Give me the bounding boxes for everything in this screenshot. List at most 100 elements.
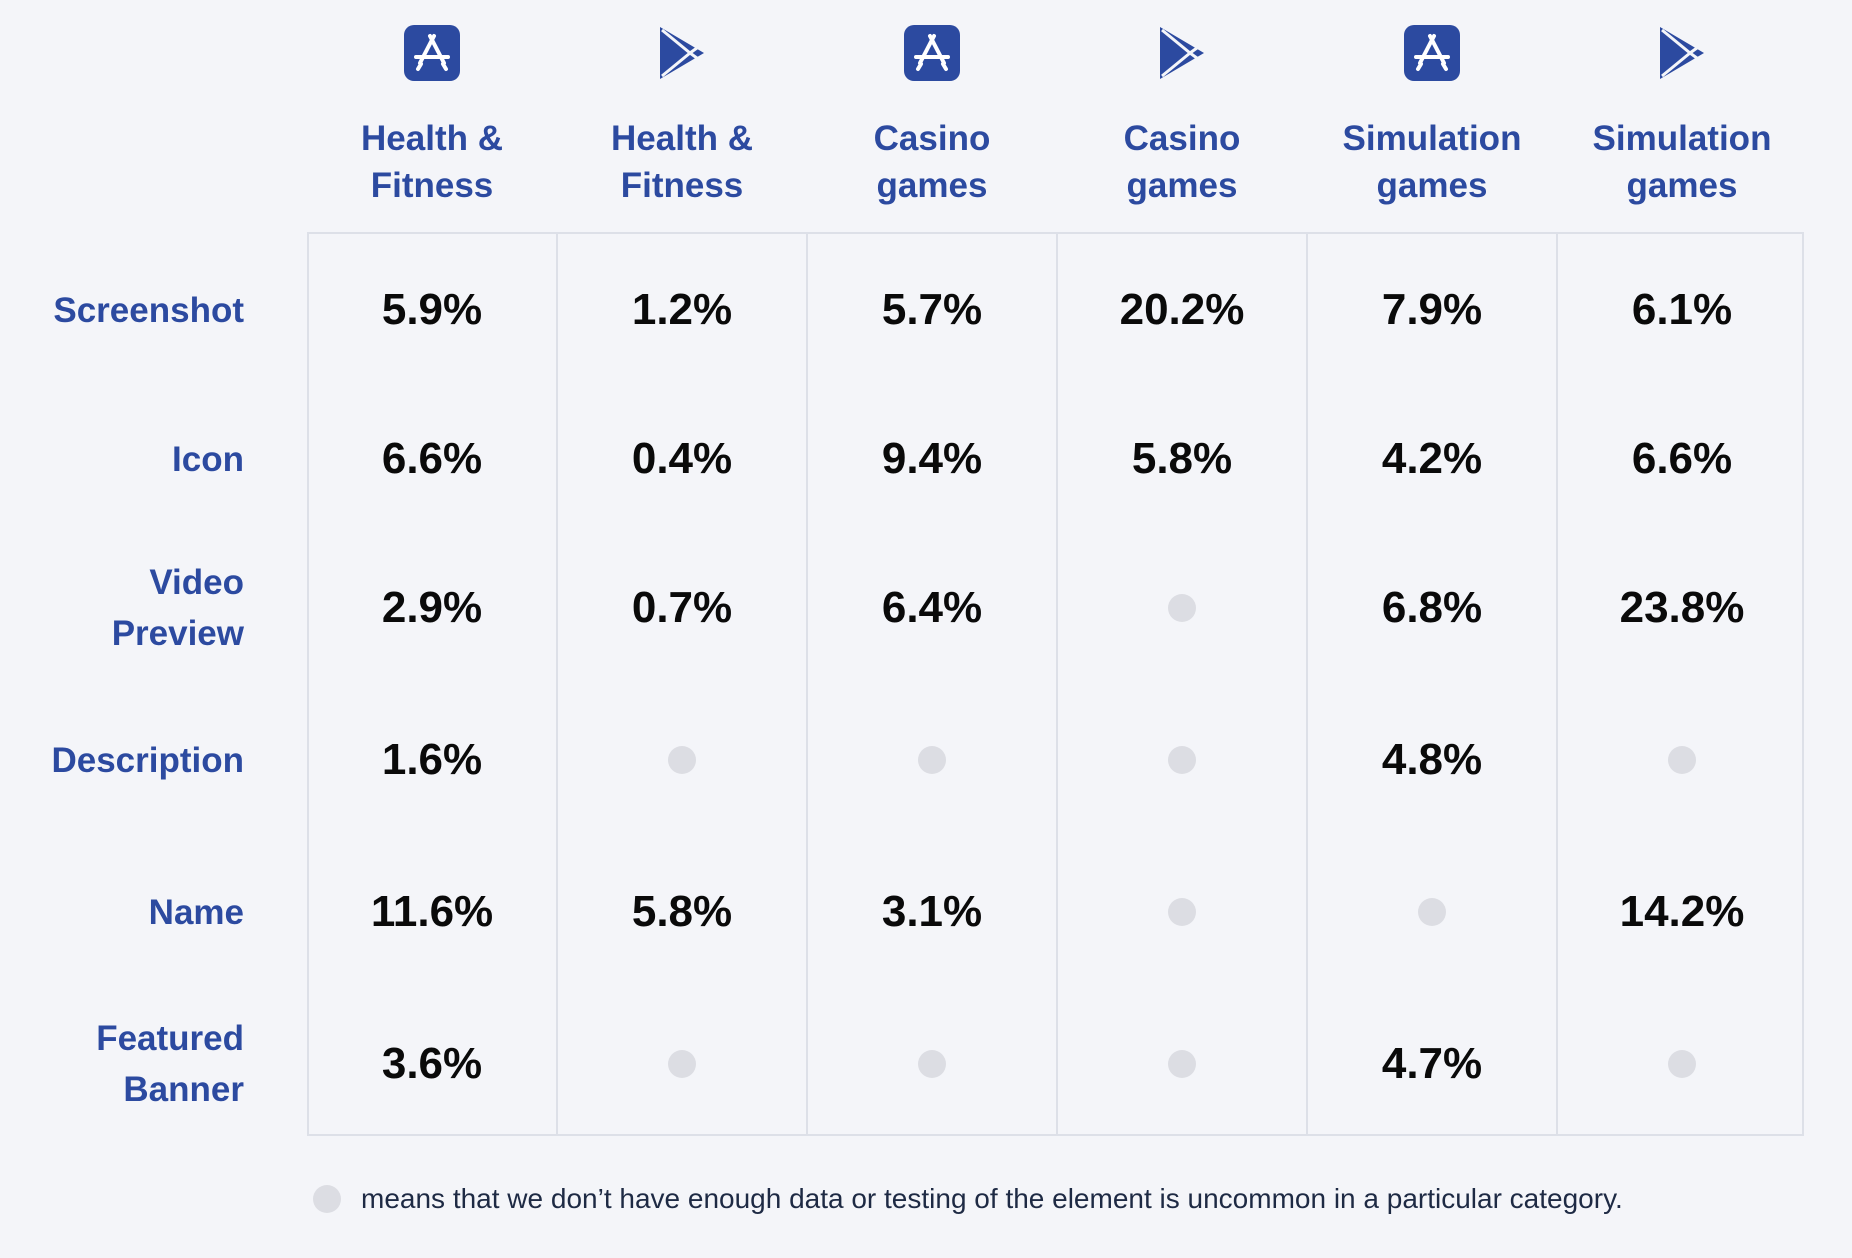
table-cell: 6.6% (1557, 419, 1807, 499)
column-header: Simulation games (1307, 20, 1557, 210)
cell-value: 14.2% (1619, 887, 1745, 936)
column-divider (556, 232, 558, 1136)
cell-value: 1.2% (631, 285, 733, 334)
no-data-dot-icon (668, 1050, 696, 1078)
cell-value: 0.7% (631, 583, 733, 632)
column-title: Simulation games (1592, 119, 1772, 205)
cell-value: 9.4% (881, 434, 983, 483)
cell-value: 5.9% (381, 285, 483, 334)
cell-value: 23.8% (1619, 583, 1745, 632)
column-title: Casino games (1123, 119, 1241, 205)
no-data-dot-icon (668, 746, 696, 774)
table-cell: 5.8% (1057, 419, 1307, 499)
cell-value: 6.6% (1631, 434, 1733, 483)
table-cell (1057, 568, 1307, 648)
table-cell: 20.2% (1057, 270, 1307, 350)
table-cell (1557, 720, 1807, 800)
table-cell: 4.2% (1307, 419, 1557, 499)
table-cell: 1.6% (307, 720, 557, 800)
table-cell: 11.6% (307, 872, 557, 952)
table-cell: 3.1% (807, 872, 1057, 952)
cell-value: 5.7% (881, 285, 983, 334)
no-data-dot-icon (1168, 746, 1196, 774)
app-store-icon (404, 25, 460, 81)
app-store-icon (904, 25, 960, 81)
column-divider (806, 232, 808, 1136)
table-cell (1057, 720, 1307, 800)
column-divider (1056, 232, 1058, 1136)
no-data-dot-icon (313, 1185, 341, 1213)
row-label: Featured Banner (96, 1019, 244, 1109)
column-header: Casino games (807, 20, 1057, 210)
no-data-dot-icon (918, 1050, 946, 1078)
column-title: Simulation games (1342, 119, 1522, 205)
table-cell (557, 720, 807, 800)
table-cell: 4.8% (1307, 720, 1557, 800)
row-label: Name (148, 892, 244, 932)
column-header: Health & Fitness (557, 20, 807, 210)
column-title: Health & Fitness (361, 119, 503, 205)
cell-value: 4.8% (1381, 735, 1483, 784)
table-cell: 5.9% (307, 270, 557, 350)
no-data-dot-icon (1168, 594, 1196, 622)
table-cell: 5.7% (807, 270, 1057, 350)
table-cell: 6.6% (307, 419, 557, 499)
cell-value: 0.4% (631, 434, 733, 483)
column-divider (1306, 232, 1308, 1136)
table-cell: 9.4% (807, 419, 1057, 499)
table-cell: 6.8% (1307, 568, 1557, 648)
table-cell: 5.8% (557, 872, 807, 952)
legend-text: means that we don’t have enough data or … (361, 1183, 1623, 1214)
table-cell: 0.4% (557, 419, 807, 499)
table-cell: 2.9% (307, 568, 557, 648)
table-cell: 3.6% (307, 1024, 557, 1104)
row-label: Icon (172, 439, 244, 479)
cell-value: 5.8% (631, 887, 733, 936)
no-data-dot-icon (1418, 898, 1446, 926)
column-divider (1556, 232, 1558, 1136)
cell-value: 3.6% (381, 1039, 483, 1088)
cell-value: 3.1% (881, 887, 983, 936)
cell-value: 6.6% (381, 434, 483, 483)
table-cell (1057, 872, 1307, 952)
cell-value: 6.4% (881, 583, 983, 632)
table-cell: 6.4% (807, 568, 1057, 648)
column-title: Casino games (873, 119, 991, 205)
no-data-dot-icon (1168, 1050, 1196, 1078)
no-data-dot-icon (1668, 746, 1696, 774)
row-label: Description (51, 740, 244, 780)
table-cell: 7.9% (1307, 270, 1557, 350)
table-cell: 4.7% (1307, 1024, 1557, 1104)
table-grid-border (307, 232, 1804, 1136)
google-play-icon (1660, 27, 1704, 79)
table-cell: 14.2% (1557, 872, 1807, 952)
table-cell: 23.8% (1557, 568, 1807, 648)
table-cell: 0.7% (557, 568, 807, 648)
table-cell (807, 1024, 1057, 1104)
cell-value: 2.9% (381, 583, 483, 632)
cell-value: 4.7% (1381, 1039, 1483, 1088)
row-label: Video Preview (111, 563, 244, 653)
table-cell: 1.2% (557, 270, 807, 350)
google-play-icon (1160, 27, 1204, 79)
table-cell (807, 720, 1057, 800)
table-cell (1557, 1024, 1807, 1104)
cell-value: 5.8% (1131, 434, 1233, 483)
cell-value: 6.8% (1381, 583, 1483, 632)
cell-value: 7.9% (1381, 285, 1483, 334)
cell-value: 6.1% (1631, 285, 1733, 334)
column-header: Health & Fitness (307, 20, 557, 210)
column-header: Simulation games (1557, 20, 1807, 210)
google-play-icon (660, 27, 704, 79)
no-data-dot-icon (1168, 898, 1196, 926)
column-title: Health & Fitness (611, 119, 753, 205)
table-cell (557, 1024, 807, 1104)
cell-value: 11.6% (370, 887, 494, 936)
table-cell (1057, 1024, 1307, 1104)
app-store-icon (1404, 25, 1460, 81)
cell-value: 1.6% (381, 735, 483, 784)
table-cell: 6.1% (1557, 270, 1807, 350)
no-data-dot-icon (1668, 1050, 1696, 1078)
column-header: Casino games (1057, 20, 1307, 210)
table-cell (1307, 872, 1557, 952)
